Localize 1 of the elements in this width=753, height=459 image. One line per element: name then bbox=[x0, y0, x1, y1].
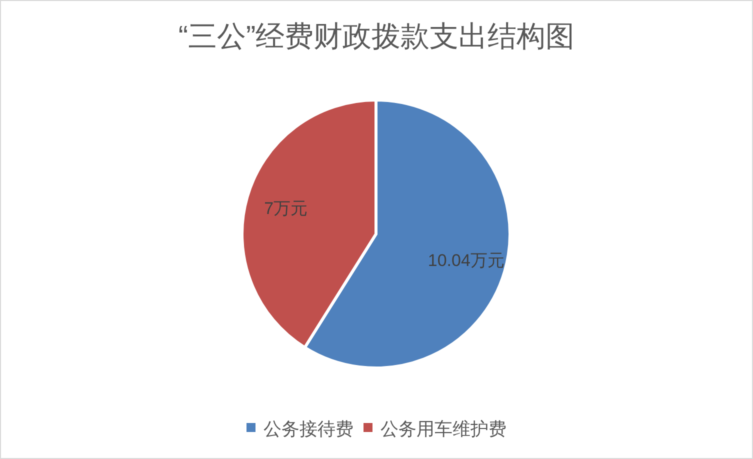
title: “三公”经费财政拨款支出结构图 bbox=[178, 21, 575, 53]
